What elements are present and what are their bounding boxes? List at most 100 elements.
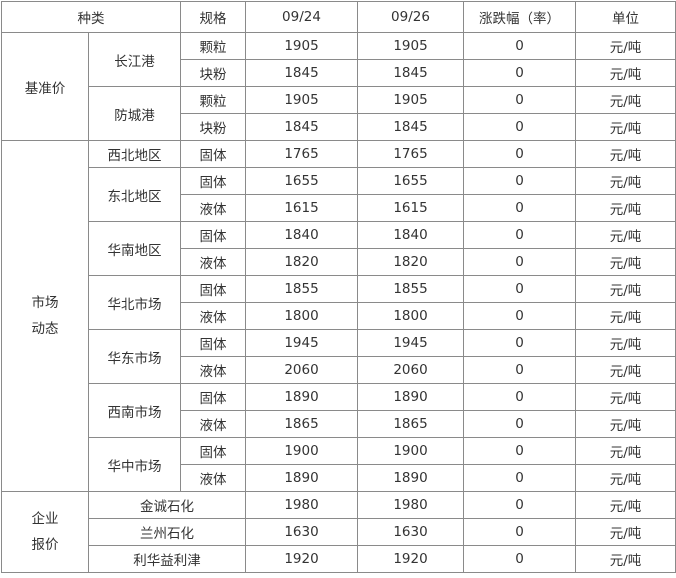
unit-cell: 元/吨: [575, 383, 676, 411]
change-cell: 0: [463, 113, 576, 141]
header-cell: 规格: [180, 1, 246, 33]
spec-cell: 液体: [180, 356, 246, 384]
spec-cell: 液体: [180, 248, 246, 276]
header-cell: 涨跌幅（率）: [463, 1, 576, 33]
subcategory-cell: 东北地区: [88, 167, 181, 222]
spec-cell: 固体: [180, 437, 246, 465]
subcategory-cell: 华北市场: [88, 275, 181, 330]
change-cell: 0: [463, 302, 576, 330]
table-row: 西南市场 固体 1890 1890 0 元/吨: [2, 383, 676, 438]
price-cell: 1865: [245, 410, 358, 438]
unit-cell: 元/吨: [575, 410, 676, 438]
price-cell: 1845: [245, 113, 358, 141]
unit-cell: 元/吨: [575, 275, 676, 303]
price-cell: 1765: [357, 140, 464, 168]
spec-cell: 块粉: [180, 113, 246, 141]
change-cell: 0: [463, 491, 576, 519]
unit-cell: 元/吨: [575, 194, 676, 222]
table-row: 华中市场 固体 1900 1900 0 元/吨: [2, 437, 676, 492]
change-cell: 0: [463, 86, 576, 114]
spec-cell: 颗粒: [180, 86, 246, 114]
category-cell: 企业报价: [1, 491, 89, 573]
change-cell: 0: [463, 356, 576, 384]
subcategory-cell: 西北地区: [88, 140, 181, 168]
subcategory-cell: 华南地区: [88, 221, 181, 276]
price-cell: 1980: [357, 491, 464, 519]
subcategory-cell: 西南市场: [88, 383, 181, 438]
table-row: 利华益利津 1920 1920 0 元/吨: [2, 545, 676, 573]
change-cell: 0: [463, 140, 576, 168]
change-cell: 0: [463, 221, 576, 249]
spec-cell: 液体: [180, 410, 246, 438]
spec-cell: 块粉: [180, 59, 246, 87]
header-cell: 种类: [1, 1, 181, 33]
subcategory-cell: 长江港: [88, 32, 181, 87]
price-cell: 2060: [357, 356, 464, 384]
unit-cell: 元/吨: [575, 167, 676, 195]
spec-cell: 液体: [180, 302, 246, 330]
spec-cell: 固体: [180, 383, 246, 411]
table-row: 华南地区 固体 1840 1840 0 元/吨: [2, 221, 676, 276]
spec-cell: 颗粒: [180, 32, 246, 60]
price-cell: 1855: [357, 275, 464, 303]
price-cell: 1905: [357, 32, 464, 60]
table-row: 基准价 长江港 颗粒 1905 1905 0 元/吨: [1, 32, 676, 141]
subcategory-cell: 防城港: [88, 86, 181, 141]
header-cell: 单位: [575, 1, 676, 33]
table-row: 液体 2060 2060 0 元/吨: [2, 356, 676, 384]
category-cell-text: 企业报价: [31, 511, 59, 553]
header-cell: 09/26: [357, 1, 464, 33]
change-cell: 0: [463, 410, 576, 438]
price-cell: 1845: [357, 113, 464, 141]
price-cell: 1905: [245, 32, 358, 60]
unit-cell: 元/吨: [575, 329, 676, 357]
unit-cell: 元/吨: [575, 437, 676, 465]
price-cell: 1900: [245, 437, 358, 465]
price-cell: 1900: [357, 437, 464, 465]
spec-cell: 液体: [180, 194, 246, 222]
unit-cell: 元/吨: [575, 464, 676, 492]
change-cell: 0: [463, 167, 576, 195]
price-cell: 1945: [357, 329, 464, 357]
price-cell: 1800: [357, 302, 464, 330]
price-cell: 1630: [245, 518, 358, 546]
spec-cell: 固体: [180, 140, 246, 168]
table-row: 东北地区 固体 1655 1655 0 元/吨: [2, 167, 676, 222]
unit-cell: 元/吨: [575, 302, 676, 330]
spec-cell: 固体: [180, 275, 246, 303]
price-cell: 1905: [245, 86, 358, 114]
price-cell: 1820: [357, 248, 464, 276]
table-row: 块粉 1845 1845 0 元/吨: [2, 59, 676, 87]
table-row: 液体 1820 1820 0 元/吨: [2, 248, 676, 276]
table-row: 华东市场 固体 1945 1945 0 元/吨: [2, 329, 676, 384]
price-cell: 1765: [245, 140, 358, 168]
unit-cell: 元/吨: [575, 248, 676, 276]
change-cell: 0: [463, 518, 576, 546]
table-row: 华北市场 固体 1855 1855 0 元/吨: [2, 275, 676, 330]
table-row: 市场动态 西北地区 固体 1765 1765 0 元/吨: [1, 140, 676, 492]
unit-cell: 元/吨: [575, 59, 676, 87]
price-cell: 1800: [245, 302, 358, 330]
header-cell: 09/24: [245, 1, 358, 33]
price-cell: 1655: [357, 167, 464, 195]
category-cell: 基准价: [1, 32, 89, 141]
price-cell: 1655: [245, 167, 358, 195]
unit-cell: 元/吨: [575, 518, 676, 546]
subcategory-cell: 华中市场: [88, 437, 181, 492]
table-body: 基准价 长江港 颗粒 1905 1905 0 元/吨 块粉 1845 1845 0 元/吨 防城港 颗粒 1…: [1, 32, 676, 573]
change-cell: 0: [463, 275, 576, 303]
spec-cell: 固体: [180, 329, 246, 357]
price-cell: 1840: [245, 221, 358, 249]
unit-cell: 元/吨: [575, 113, 676, 141]
price-cell: 1890: [357, 383, 464, 411]
category-cell-text: 市场动态: [31, 295, 59, 337]
table-row: 防城港 颗粒 1905 1905 0 元/吨: [2, 86, 676, 141]
unit-cell: 元/吨: [575, 356, 676, 384]
price-cell: 1890: [245, 464, 358, 492]
spec-cell: 固体: [180, 167, 246, 195]
price-cell: 1920: [245, 545, 358, 573]
table-row: 液体 1800 1800 0 元/吨: [2, 302, 676, 330]
price-cell: 2060: [245, 356, 358, 384]
